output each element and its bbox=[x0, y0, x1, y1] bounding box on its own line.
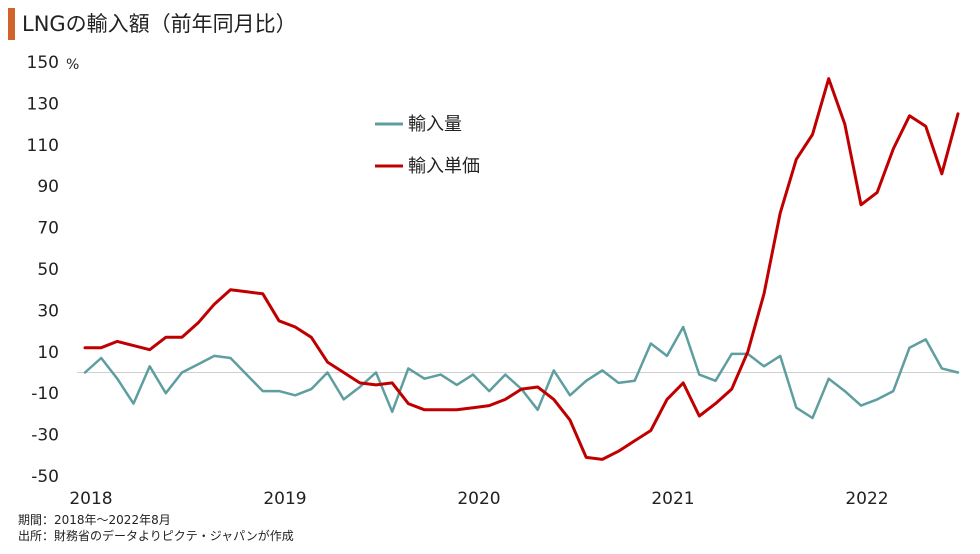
y-tick-label: 110 bbox=[27, 136, 59, 156]
legend-label: 輸入量 bbox=[408, 114, 462, 135]
chart-title: LNGの輸入額（前年同月比） bbox=[22, 12, 297, 36]
title-accent-bar bbox=[8, 8, 15, 40]
y-tick-label: -10 bbox=[31, 384, 59, 404]
y-tick-label: 150 bbox=[27, 53, 59, 73]
y-tick-label: 50 bbox=[37, 260, 59, 280]
x-axis: 2018 2019 2020 2021 2022 bbox=[69, 489, 888, 509]
y-tick-label: -50 bbox=[31, 467, 59, 487]
y-tick-label: 10 bbox=[37, 343, 59, 363]
x-tick-label: 2019 bbox=[263, 489, 306, 509]
series-line-import-unit-price bbox=[83, 77, 960, 461]
y-tick-label: 30 bbox=[37, 301, 59, 321]
y-tick-label: 130 bbox=[27, 94, 59, 114]
footnote-source: 出所：財務省のデータよりピクテ・ジャパンが作成 bbox=[18, 529, 294, 543]
y-axis: 150 130 110 90 70 50 30 10 -10 -30 -50 bbox=[27, 53, 59, 487]
x-tick-label: 2022 bbox=[845, 489, 888, 509]
legend-label: 輸入単価 bbox=[408, 156, 480, 177]
footnote-period: 期間：2018年～2022年8月 bbox=[18, 513, 171, 527]
x-tick-label: 2018 bbox=[69, 489, 112, 509]
x-tick-label: 2021 bbox=[651, 489, 694, 509]
series-group bbox=[83, 77, 960, 461]
y-tick-label: -30 bbox=[31, 426, 59, 446]
y-tick-label: 90 bbox=[37, 177, 59, 197]
y-axis-unit: % bbox=[66, 57, 79, 73]
x-tick-label: 2020 bbox=[457, 489, 500, 509]
y-tick-label: 70 bbox=[37, 219, 59, 239]
